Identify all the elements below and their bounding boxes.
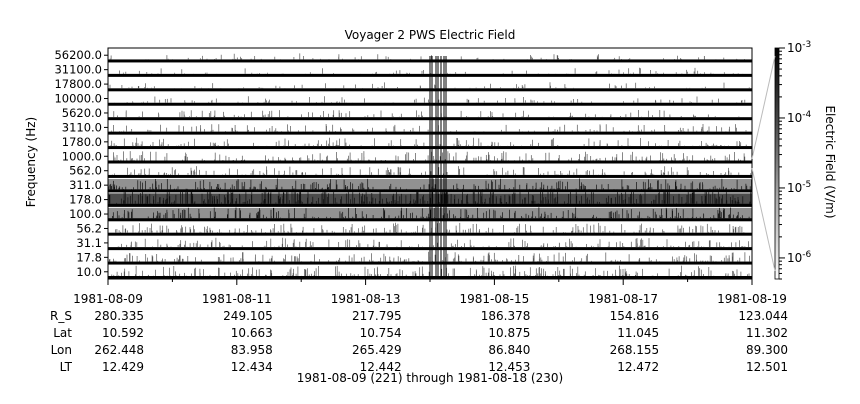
chart-title: Voyager 2 PWS Electric Field — [345, 28, 516, 42]
colorbar-tick-label: 10-5 — [787, 180, 811, 195]
ephemeris-value: 10.754 — [360, 326, 402, 340]
ephemeris-value: 268.155 — [610, 343, 660, 357]
y-tick-label: 1000.0 — [62, 149, 102, 163]
y-tick-label: 562.0 — [69, 164, 102, 178]
ephemeris-value: 186.378 — [481, 309, 531, 323]
colorbar-connector — [751, 168, 776, 272]
y-tick-label: 10.0 — [76, 265, 102, 279]
y-tick-label: 31.1 — [76, 236, 102, 250]
y-tick-label: 3110.0 — [62, 120, 102, 134]
y-tick-label: 10000.0 — [54, 92, 102, 106]
x-tick-label: 1981-08-09 — [73, 292, 143, 306]
colorbar-tick-label: 10-6 — [787, 250, 812, 265]
ephemeris-label: Lon — [51, 343, 72, 357]
x-tick-label: 1981-08-17 — [588, 292, 658, 306]
y-tick-label: 31100.0 — [54, 63, 102, 77]
y-tick-label: 311.0 — [69, 178, 102, 192]
y-tick-label: 5620.0 — [62, 106, 102, 120]
ephemeris-table: R_S 280.335 249.105 217.795 186.378 154.816 12… — [50, 309, 788, 374]
ephemeris-value: 249.105 — [223, 309, 273, 323]
ephemeris-value: 12.434 — [231, 360, 273, 374]
x-tick-label: 1981-08-15 — [460, 292, 530, 306]
ephemeris-label: Lat — [53, 326, 72, 340]
frequency-axis: 10.017.831.156.2100.0178.0311.0562.01000… — [54, 48, 108, 279]
y-axis-label: Frequency (Hz) — [24, 117, 38, 208]
colorbar-label: Electric Field (V/m) — [823, 105, 837, 218]
ephemeris-value: 262.448 — [94, 343, 144, 357]
y-tick-label: 17.8 — [76, 250, 102, 264]
colorbar-tick-label: 10-3 — [787, 40, 811, 55]
time-axis: 1981-08-09 1981-08-11 1981-08-13 1981-08-15… — [73, 279, 787, 306]
ephemeris-label: R_S — [50, 309, 72, 323]
ephemeris-value: 280.335 — [94, 309, 144, 323]
ephemeris-value: 11.302 — [746, 326, 788, 340]
burst-streaks — [429, 56, 447, 279]
ephemeris-value: 11.045 — [617, 326, 659, 340]
x-tick-label: 1981-08-19 — [717, 292, 787, 306]
ephemeris-value: 10.592 — [102, 326, 144, 340]
ephemeris-value: 12.442 — [360, 360, 402, 374]
y-tick-label: 56.2 — [76, 221, 102, 235]
colorbar: 10-3 10-4 10-5 10-6 — [751, 40, 812, 280]
y-tick-label: 100.0 — [69, 207, 102, 221]
ephemeris-value: 154.816 — [610, 309, 660, 323]
y-tick-label: 178.0 — [69, 193, 102, 207]
date-range-caption: 1981-08-09 (221) through 1981-08-18 (230… — [297, 371, 563, 385]
colorbar-connector — [751, 55, 776, 159]
ephemeris-value: 12.472 — [617, 360, 659, 374]
ephemeris-value: 10.663 — [231, 326, 273, 340]
y-tick-label: 17800.0 — [54, 77, 102, 91]
ephemeris-value: 12.453 — [488, 360, 530, 374]
ephemeris-value: 12.501 — [746, 360, 788, 374]
ephemeris-value: 83.958 — [231, 343, 273, 357]
ephemeris-label: LT — [60, 360, 73, 374]
ephemeris-value: 10.875 — [488, 326, 530, 340]
ephemeris-value: 265.429 — [352, 343, 402, 357]
y-tick-label: 56200.0 — [54, 48, 102, 62]
ephemeris-value: 89.300 — [746, 343, 788, 357]
ephemeris-value: 123.044 — [738, 309, 788, 323]
colorbar-bar — [774, 47, 780, 280]
ephemeris-value: 217.795 — [352, 309, 402, 323]
x-tick-label: 1981-08-11 — [202, 292, 272, 306]
spectrogram-plot-area — [107, 47, 753, 280]
ephemeris-value: 86.840 — [488, 343, 530, 357]
y-tick-label: 1780.0 — [62, 135, 102, 149]
ephemeris-value: 12.429 — [102, 360, 144, 374]
x-tick-label: 1981-08-13 — [331, 292, 401, 306]
colorbar-tick-label: 10-4 — [787, 110, 812, 125]
